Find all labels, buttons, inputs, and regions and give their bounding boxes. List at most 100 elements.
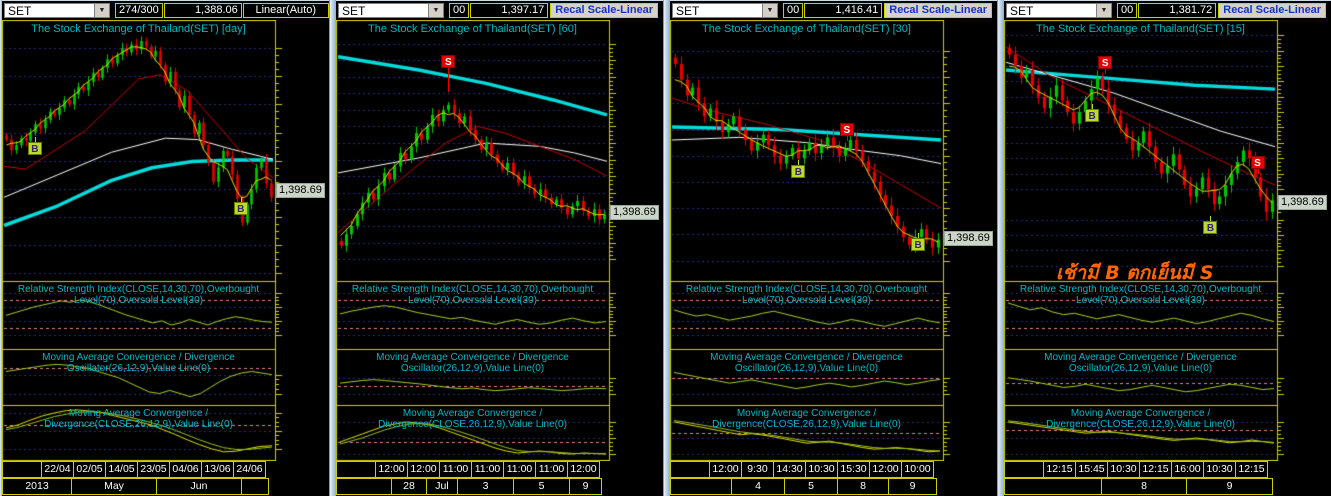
current-price-tag: 1,398.69 (1278, 194, 1327, 210)
axis-cell: 12:15 (1043, 461, 1076, 478)
axis-cell: 10:00 (901, 461, 934, 478)
last-price-box: 1,397.17 (470, 3, 549, 18)
volume-counter-box: 274/300 (115, 3, 163, 18)
marker-stem (798, 159, 800, 165)
axis-cell: 8 (837, 478, 889, 495)
axis-cell (336, 478, 392, 495)
current-price-tag: 1,398.69 (276, 182, 325, 198)
axis-cell: 5 (513, 478, 570, 495)
scale-button[interactable]: Recal Scale-Linear (550, 3, 659, 18)
axis-cell: 22/04 (41, 461, 74, 478)
axis-cell: 13/06 (201, 461, 234, 478)
axis-cell (336, 461, 376, 478)
axis-cell: 12:00 (869, 461, 902, 478)
symbol-select-value: SET (1010, 4, 1034, 18)
time-axis-row: 12:15 15:45 10:30 12:15 16:00 10:30 12:15 (1004, 461, 1331, 478)
chevron-down-icon[interactable]: ▼ (94, 4, 109, 17)
axis-cell: 11:00 (535, 461, 568, 478)
buy-marker: B (911, 238, 926, 252)
buy-marker: B (27, 141, 42, 155)
axis-cell: 12:00 (375, 461, 408, 478)
marker-stem (918, 233, 920, 239)
marker-stem (448, 68, 450, 93)
marker-stem (34, 136, 36, 142)
axis-cell (1004, 478, 1102, 495)
axis-cell: 12:00 (709, 461, 742, 478)
period-axis-row: 2013 May Jun (2, 478, 329, 495)
chevron-down-icon[interactable]: ▼ (1096, 4, 1111, 17)
axis-cell: 9:30 (741, 461, 774, 478)
symbol-select-value: SET (8, 4, 32, 18)
panel-splitter[interactable] (997, 0, 1004, 496)
sell-marker: S (839, 123, 854, 137)
price-chart-canvas[interactable] (336, 20, 663, 461)
axis-cell: 9 (1186, 478, 1273, 495)
panel-toolbar: SET ▼ 00 1,397.17 Recal Scale-Linear (336, 0, 663, 20)
symbol-select[interactable]: SET ▼ (4, 3, 110, 18)
axis-cell: Jun (156, 478, 242, 495)
chart-annotation: เช้ามี B ตกเย็นมี S (1056, 262, 1214, 284)
current-price-tag: 1,398.69 (610, 204, 659, 220)
marker-stem (1257, 168, 1259, 174)
axis-cell: 9 (888, 478, 937, 495)
chart-area[interactable]: The Stock Exchange of Thailand(SET) [15]… (1004, 20, 1331, 461)
marker-stem (240, 197, 242, 203)
chart-panel: SET ▼ 274/300 1,388.06 Linear(Auto) The … (2, 0, 329, 496)
chart-panel: SET ▼ 00 1,397.17 Recal Scale-Linear The… (336, 0, 663, 496)
window-border (0, 0, 2, 496)
axis-cell: 16:00 (1171, 461, 1204, 478)
axis-cell (670, 461, 710, 478)
volume-counter-box: 00 (449, 3, 470, 18)
symbol-select-value: SET (676, 4, 700, 18)
axis-cell (1004, 461, 1044, 478)
period-axis-row: 28 Jul 3 5 9 (336, 478, 663, 495)
axis-cell: 15:45 (1075, 461, 1108, 478)
axis-cell: 23/05 (137, 461, 170, 478)
axis-cell: 10:30 (805, 461, 838, 478)
axis-cell: 5 (784, 478, 838, 495)
current-price-tag: 1,398.69 (944, 230, 993, 246)
sell-marker: S (1098, 55, 1113, 69)
axis-cell: 12:15 (1235, 461, 1268, 478)
symbol-select[interactable]: SET ▼ (672, 3, 778, 18)
price-chart-canvas[interactable] (670, 20, 997, 461)
axis-cell: 12:00 (407, 461, 440, 478)
marker-stem (1105, 68, 1107, 74)
axis-cell: May (71, 478, 157, 495)
last-price-box: 1,381.72 (1138, 3, 1217, 18)
panel-toolbar: SET ▼ 274/300 1,388.06 Linear(Auto) (2, 0, 329, 20)
chevron-down-icon[interactable]: ▼ (428, 4, 443, 17)
chart-panel: SET ▼ 00 1,381.72 Recal Scale-Linear The… (1004, 0, 1331, 496)
panel-splitter[interactable] (329, 0, 336, 496)
symbol-select[interactable]: SET ▼ (338, 3, 444, 18)
price-chart-canvas[interactable] (2, 20, 329, 461)
axis-cell: 11:00 (503, 461, 536, 478)
price-chart-canvas[interactable] (1004, 20, 1331, 461)
symbol-select[interactable]: SET ▼ (1006, 3, 1112, 18)
time-axis-row: 12:00 9:30 14:30 10:30 15:30 12:00 10:00 (670, 461, 997, 478)
chart-panel: SET ▼ 00 1,416.41 Recal Scale-Linear The… (670, 0, 997, 496)
axis-cell: 4 (731, 478, 785, 495)
time-axis-row: 22/04 02/05 14/05 23/05 04/06 13/06 24/06 (2, 461, 329, 478)
buy-marker: B (1203, 220, 1218, 234)
axis-cell: 15:30 (837, 461, 870, 478)
axis-cell (2, 461, 42, 478)
axis-cell: 02/05 (73, 461, 106, 478)
buy-marker: B (791, 164, 806, 178)
axis-cell: 10:30 (1203, 461, 1236, 478)
chart-area[interactable]: The Stock Exchange of Thailand(SET) [60]… (336, 20, 663, 461)
chart-area[interactable]: The Stock Exchange of Thailand(SET) [30]… (670, 20, 997, 461)
scale-button[interactable]: Recal Scale-Linear (1218, 3, 1327, 18)
axis-cell (670, 478, 732, 495)
chart-area[interactable]: The Stock Exchange of Thailand(SET) [day… (2, 20, 329, 461)
scale-button[interactable]: Linear(Auto) (242, 3, 329, 18)
axis-cell: Jul (426, 478, 458, 495)
axis-cell: 12:15 (1139, 461, 1172, 478)
panel-splitter[interactable] (663, 0, 670, 496)
chevron-down-icon[interactable]: ▼ (762, 4, 777, 17)
scale-button[interactable]: Recal Scale-Linear (884, 3, 993, 18)
axis-cell: 3 (457, 478, 514, 495)
marker-stem (1210, 215, 1212, 221)
